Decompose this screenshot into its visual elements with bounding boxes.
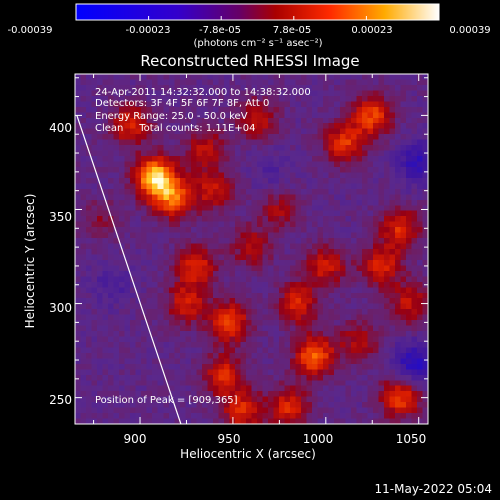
chart-title: Reconstructed RHESSI Image <box>140 52 360 70</box>
x-tick-label: 900 <box>123 432 147 446</box>
footer-date: 11-May-2022 05:04 <box>374 482 492 496</box>
annotation-energy-range: Energy Range: 25.0 - 50.0 keV <box>95 111 248 122</box>
colorbar-tick-label: 0.00039 <box>449 25 491 36</box>
annotation-clean-counts: Clean Total counts: 1.11E+04 <box>95 123 256 134</box>
axis-ticks <box>75 74 428 424</box>
annotation-time-range: 24-Apr-2011 14:32:32.000 to 14:38:32.000 <box>95 87 311 98</box>
plot-frame <box>74 73 429 425</box>
x-tick-label: 1000 <box>302 432 334 446</box>
colorbar-tick-label: -0.00023 <box>125 25 171 36</box>
y-tick-label: 400 <box>49 121 72 135</box>
heatmap-image <box>75 74 428 424</box>
annotation-detectors: Detectors: 3F 4F 5F 6F 7F 8F, Att 0 <box>95 98 270 109</box>
x-tick-label: 950 <box>217 432 241 446</box>
x-axis-label: Heliocentric X (arcsec) <box>180 447 316 461</box>
colorbar-units: (photons cm⁻² s⁻¹ asec⁻²) <box>193 38 323 49</box>
y-tick-label: 300 <box>49 301 72 315</box>
colorbar-tick-label: 7.8e-05 <box>272 25 312 36</box>
limb-line <box>76 115 182 425</box>
colorbar-gradient <box>75 3 440 21</box>
colorbar-tick-label: 0.00023 <box>351 25 393 36</box>
y-tick-label: 350 <box>49 210 72 224</box>
colorbar-tick-label: -7.8e-05 <box>199 25 241 36</box>
colorbar-tick-label: -0.00039 <box>7 25 53 36</box>
y-axis-label: Heliocentric Y (arcsec) <box>23 193 37 329</box>
x-tick-label: 1050 <box>395 432 427 446</box>
annotation-peak-position: Position of Peak = [909,365] <box>95 395 238 406</box>
y-tick-label: 250 <box>49 393 72 407</box>
colorbar <box>75 3 440 21</box>
colorbar-ticks <box>75 16 440 20</box>
